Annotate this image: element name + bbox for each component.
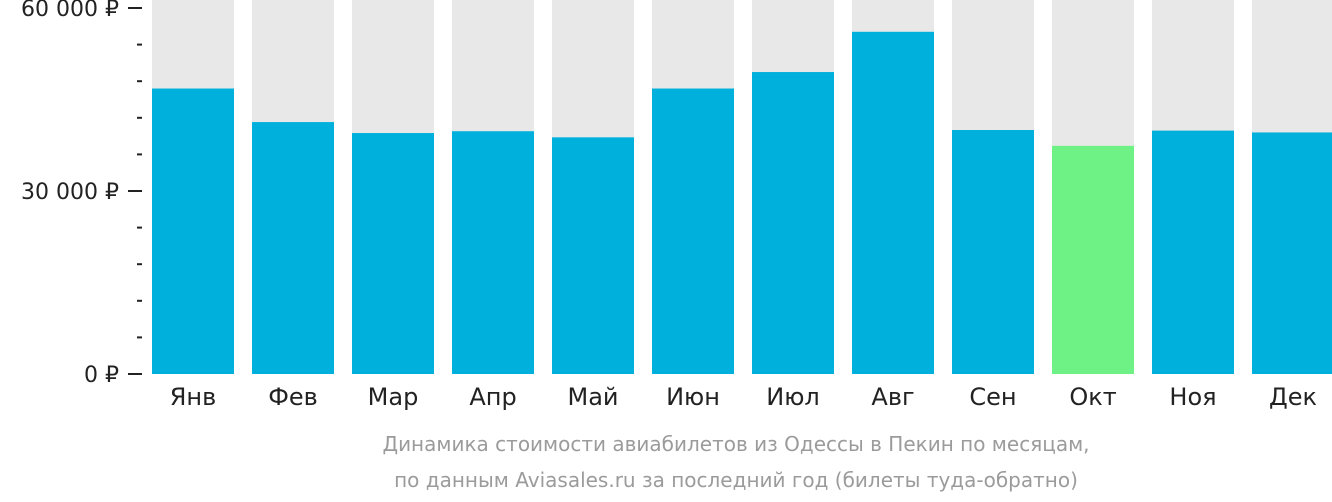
x-tick-label: Сен [969, 383, 1016, 411]
y-tick-label: 30 000 ₽ [21, 180, 119, 205]
bar-12[interactable] [1252, 132, 1332, 374]
x-tick-label: Фев [268, 383, 318, 411]
x-tick-label: Дек [1269, 383, 1317, 411]
x-tick-label: Окт [1069, 383, 1116, 411]
bar-4[interactable] [452, 131, 534, 374]
bar-8[interactable] [852, 31, 934, 374]
x-tick-label: Мар [368, 383, 419, 411]
x-tick-label: Июл [766, 383, 820, 411]
bar-1[interactable] [152, 88, 234, 375]
y-tick-label: 0 ₽ [84, 363, 119, 388]
bar-7[interactable] [752, 72, 834, 375]
x-tick-label: Июн [666, 383, 720, 411]
x-tick-label: Апр [469, 383, 516, 411]
y-tick-label: 60 000 ₽ [21, 0, 119, 22]
x-tick-label: Ноя [1169, 383, 1216, 411]
bar-9[interactable] [952, 130, 1034, 374]
bar-3[interactable] [352, 133, 434, 374]
x-tick-label: Май [567, 383, 618, 411]
bar-2[interactable] [252, 122, 334, 374]
data-bars [152, 31, 1332, 375]
bar-10[interactable] [1052, 145, 1134, 374]
x-tick-label: Янв [170, 383, 217, 411]
chart-caption-line-1: Динамика стоимости авиабилетов из Одессы… [382, 432, 1090, 456]
x-tick-label: Авг [871, 383, 914, 411]
x-axis-labels: Янв Фев Мар Апр Май Июн Июл Авг Сен Окт Ноя Дек [170, 383, 1317, 411]
bar-6[interactable] [652, 88, 734, 375]
chart-caption-line-2: по данным Aviasales.ru за последний год … [394, 468, 1078, 492]
y-axis: 0 ₽ 30 000 ₽ 60 000 ₽ [21, 0, 142, 388]
bar-5[interactable] [552, 137, 634, 374]
bar-11[interactable] [1152, 130, 1234, 374]
